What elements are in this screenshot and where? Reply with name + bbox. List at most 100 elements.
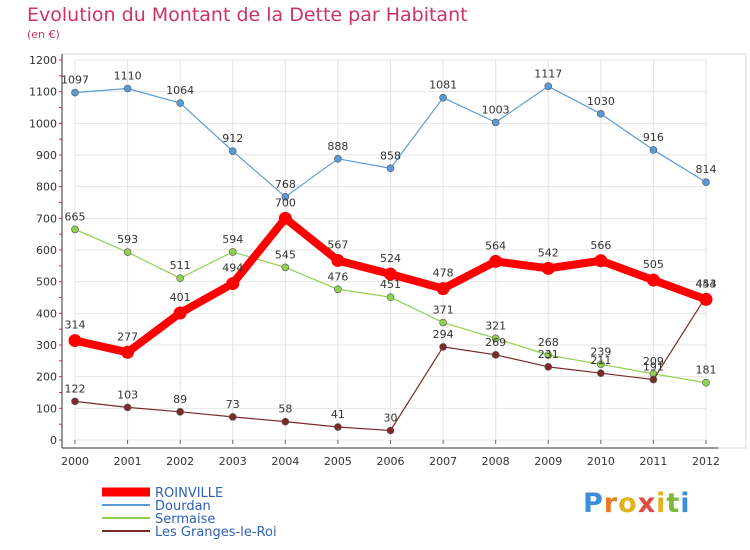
- data-label: 545: [275, 248, 296, 261]
- data-point: [491, 351, 500, 359]
- data-point: [384, 267, 397, 281]
- data-label: 593: [117, 233, 138, 246]
- data-label: 268: [538, 336, 559, 349]
- x-tick-label: 2008: [482, 455, 510, 468]
- y-tick-label: 1200: [29, 54, 57, 67]
- data-label: 505: [643, 258, 664, 271]
- y-tick-label: 800: [36, 181, 57, 194]
- y-tick-label: 900: [36, 149, 57, 162]
- data-label: 401: [170, 291, 191, 304]
- data-point: [176, 274, 184, 282]
- data-point: [123, 84, 132, 93]
- data-point: [123, 248, 132, 257]
- legend-label: Les Granges-le-Roi: [155, 525, 277, 540]
- data-label: 566: [590, 239, 611, 252]
- legend-label: ROINVILLE: [155, 486, 223, 501]
- chart-title: Evolution du Montant de la Dette par Hab…: [27, 4, 468, 26]
- data-label: 321: [485, 319, 506, 332]
- data-label: 314: [65, 319, 86, 332]
- data-label: 453: [696, 278, 717, 291]
- logo-letter: P: [583, 488, 604, 519]
- data-label: 73: [226, 398, 240, 411]
- data-label: 567: [327, 238, 348, 251]
- data-point: [386, 293, 395, 301]
- data-point: [702, 378, 710, 387]
- data-label: 181: [696, 364, 717, 377]
- data-point: [491, 334, 500, 343]
- data-point: [281, 263, 290, 272]
- x-tick-label: 2006: [377, 455, 405, 468]
- data-point: [228, 147, 237, 155]
- data-label: 888: [327, 140, 348, 153]
- data-point: [71, 397, 79, 406]
- chart-subtitle: (en €): [27, 28, 60, 41]
- y-tick-label: 200: [36, 371, 57, 384]
- data-label: 594: [222, 233, 243, 246]
- x-tick-label: 2012: [692, 455, 720, 468]
- data-point: [541, 261, 555, 275]
- data-point: [334, 285, 342, 294]
- data-point: [228, 248, 237, 256]
- data-point: [173, 306, 187, 320]
- logo-letter: i: [656, 488, 667, 519]
- data-label: 476: [327, 270, 348, 283]
- data-label: 1030: [587, 95, 615, 108]
- data-label: 294: [433, 328, 454, 341]
- data-point: [489, 254, 503, 268]
- x-tick-label: 2009: [534, 455, 562, 468]
- x-tick-label: 2005: [324, 455, 352, 468]
- logo-letter: t: [666, 488, 681, 519]
- data-label: 1117: [534, 67, 562, 80]
- data-point: [176, 408, 184, 416]
- plot-border: [61, 53, 747, 449]
- data-label: 858: [380, 149, 401, 162]
- data-point: [228, 413, 237, 421]
- x-tick-label: 2010: [587, 455, 615, 468]
- y-tick-label: 1000: [29, 117, 57, 130]
- data-point: [334, 155, 342, 163]
- data-label: 209: [643, 355, 664, 368]
- data-point: [699, 292, 713, 306]
- data-label: 89: [173, 393, 187, 406]
- series-roinville: 314 277 401 494 700 567 524 478 564 542 566 505 444: [65, 196, 717, 359]
- y-tick-label: 600: [36, 244, 57, 257]
- data-label: 768: [275, 178, 296, 191]
- data-label: 444: [696, 277, 717, 290]
- data-point: [491, 118, 500, 127]
- y-tick-label: 1100: [29, 86, 57, 99]
- x-tick-label: 2007: [429, 455, 457, 468]
- series-dourdan: 1097 1110 1064 912 768 888 858 1081 1003 1117 1030…: [61, 67, 717, 201]
- x-tick-label: 2001: [114, 455, 142, 468]
- y-tick-label: 700: [36, 212, 57, 225]
- data-label: 1110: [114, 70, 142, 83]
- data-point: [597, 110, 605, 118]
- data-point: [331, 253, 345, 267]
- data-label: 665: [65, 210, 86, 223]
- data-label: 524: [380, 252, 401, 265]
- data-label: 1064: [166, 84, 194, 97]
- x-tick-label: 2004: [271, 455, 299, 468]
- data-label: 30: [384, 412, 398, 425]
- data-label: 814: [696, 163, 717, 176]
- y-tick-label: 400: [36, 307, 57, 320]
- data-label: 1081: [429, 79, 457, 92]
- data-point: [649, 375, 658, 384]
- data-point: [649, 146, 658, 154]
- y-tick-label: 0: [50, 434, 57, 447]
- data-point: [436, 282, 450, 296]
- data-label: 211: [590, 354, 611, 367]
- legend-label: Dourdan: [155, 499, 211, 514]
- data-point: [594, 254, 608, 268]
- data-point: [646, 273, 660, 287]
- data-point: [278, 211, 292, 225]
- data-label: 239: [590, 345, 611, 358]
- data-label: 269: [485, 336, 506, 349]
- data-label: 542: [538, 246, 559, 259]
- data-label: 494: [222, 262, 243, 275]
- logo-letter: r: [603, 488, 619, 519]
- y-tick-label: 500: [36, 276, 57, 289]
- series-les-granges-le-roi: 122 103 89 73 58 41 30 294 269 231 211 191 453: [65, 278, 717, 435]
- data-point: [226, 277, 240, 291]
